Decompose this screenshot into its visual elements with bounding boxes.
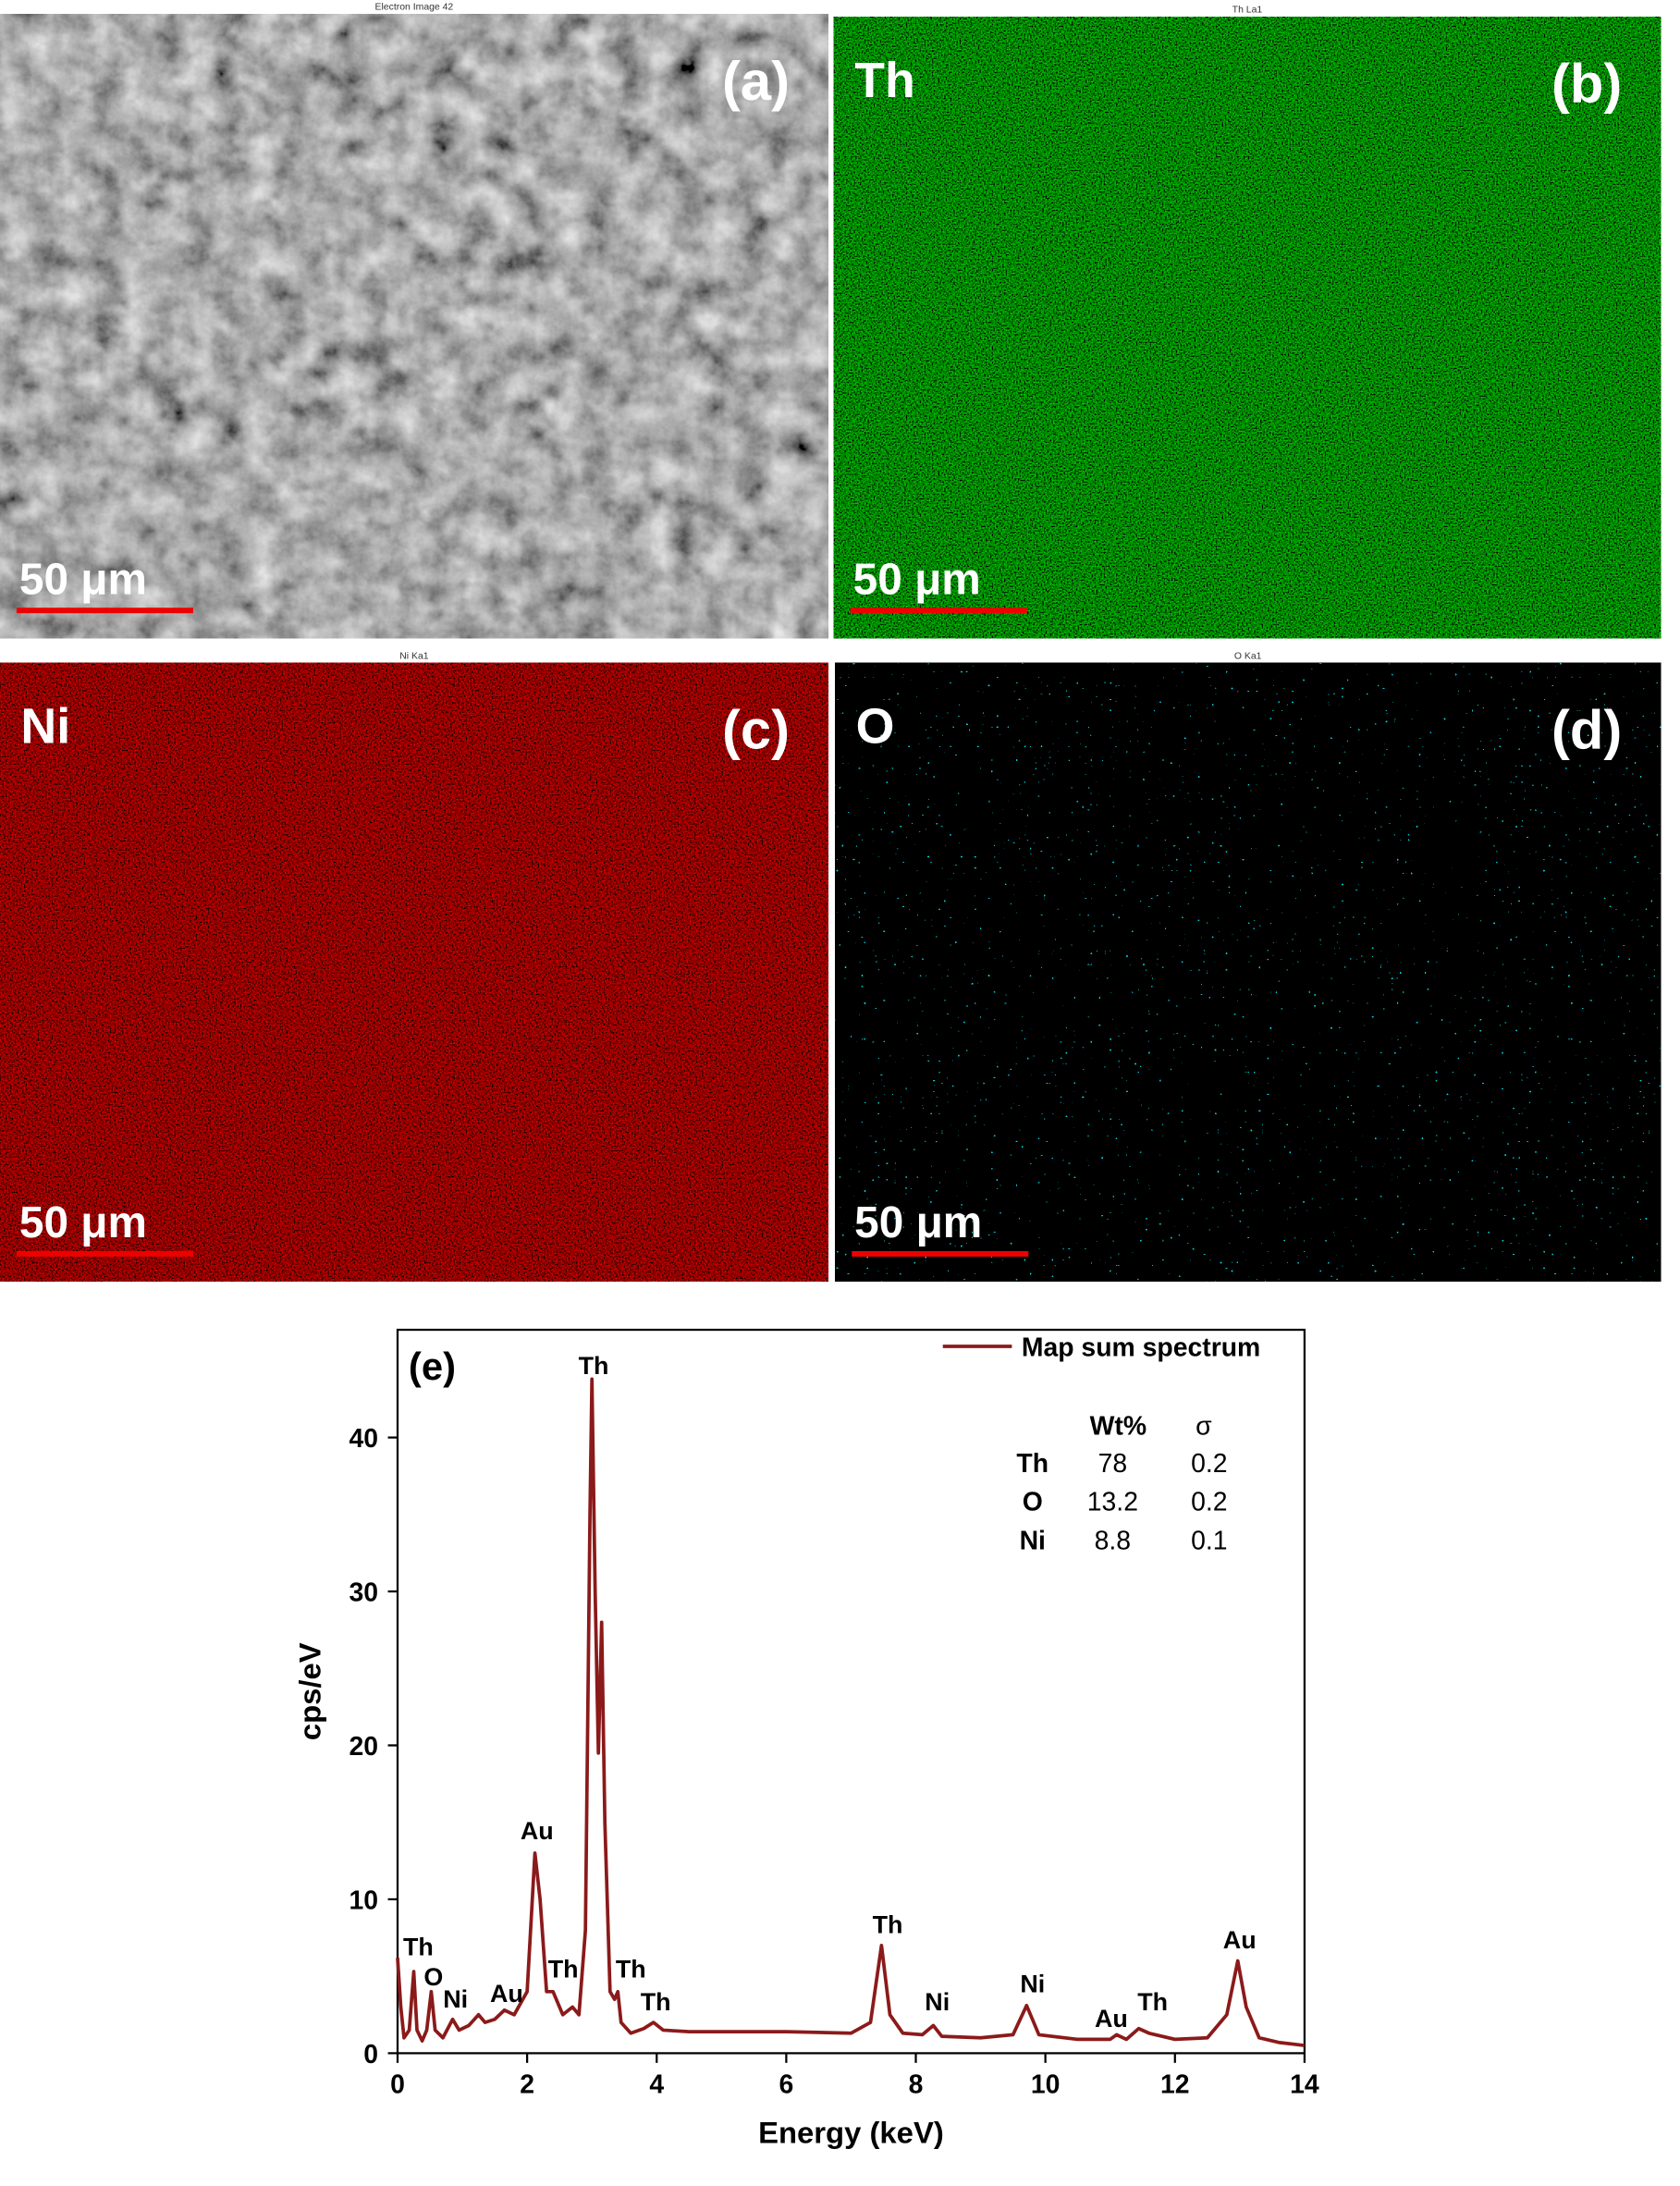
peak-label: Th [641,1988,671,2016]
table-cell: 0.2 [1191,1488,1227,1517]
plot-frame [396,1328,1306,2055]
peak-label: Ni [925,1988,950,2016]
table-cell: Th [1016,1449,1048,1479]
peak-label: Th [873,1911,903,1939]
scale-bar [850,608,1027,614]
y-tick-label: 20 [349,1732,379,1762]
scale-bar [16,1250,194,1257]
table-cell: 78 [1098,1449,1128,1479]
y-tick-label: 0 [363,2040,378,2069]
panel-label: (a) [722,50,790,112]
element-label: Ni [20,699,70,755]
map-texture [0,662,828,1282]
element-label: Th [854,53,915,108]
legend-label: Map sum spectrum [1022,1332,1260,1362]
y-tick-label: 30 [349,1578,379,1607]
y-tick-label: 10 [349,1885,379,1915]
x-tick-label: 8 [909,2070,924,2100]
x-tick-label: 2 [520,2070,534,2100]
scale-label: 50 μm [853,555,981,604]
scale-label: 50 μm [19,555,147,604]
peak-label: Au [490,1980,523,2008]
panel-label: (d) [1551,698,1622,760]
map-texture [833,17,1662,639]
panel-label: (e) [409,1345,456,1388]
map-texture [835,662,1662,1282]
table-cell: O [1023,1488,1043,1517]
x-axis-label: Energy (keV) [758,2115,944,2149]
peak-label: Th [1137,1988,1168,2016]
table-cell: 0.2 [1191,1449,1227,1479]
peak-label: O [423,1963,443,1991]
table-cell: 13.2 [1087,1488,1138,1517]
peak-label: Au [1095,2005,1128,2032]
x-tick-label: 6 [779,2070,793,2100]
panel-label: (c) [722,698,790,760]
y-tick-label: 40 [349,1424,379,1454]
peak-label: Th [403,1933,434,1960]
table-cell: 8.8 [1095,1526,1131,1555]
table-cell: Ni [1020,1526,1046,1555]
scale-label: 50 μm [854,1198,982,1247]
peak-label: Ni [443,1985,468,2013]
x-tick-label: 4 [649,2070,664,2100]
scale-label: 50 μm [19,1198,147,1247]
map-texture [0,14,828,639]
table-header: σ [1196,1412,1212,1442]
table-cell: 0.1 [1191,1526,1227,1555]
panel-caption: Ni Ka1 [399,651,429,661]
spectrum-line [396,1377,1306,2047]
element-label: O [856,699,895,755]
panel-label: (b) [1551,53,1622,115]
scale-bar [16,608,194,614]
peak-label: Ni [1020,1971,1045,1998]
peak-label: Th [579,1352,609,1380]
x-tick-label: 0 [390,2070,405,2100]
scale-bar [852,1250,1029,1257]
table-header: Wt% [1090,1412,1147,1442]
peak-label: Au [521,1817,554,1845]
panel-caption: Electron Image 42 [375,3,454,13]
y-axis-label: cps/eV [292,1642,326,1740]
x-tick-label: 14 [1290,2070,1319,2100]
x-tick-label: 10 [1031,2070,1061,2100]
x-tick-label: 12 [1160,2070,1190,2100]
peak-label: Th [548,1955,579,1983]
peak-label: Au [1223,1926,1257,1954]
panel-caption: O Ka1 [1234,651,1262,661]
peak-label: Th [616,1955,646,1983]
panel-caption: Th La1 [1232,6,1263,16]
